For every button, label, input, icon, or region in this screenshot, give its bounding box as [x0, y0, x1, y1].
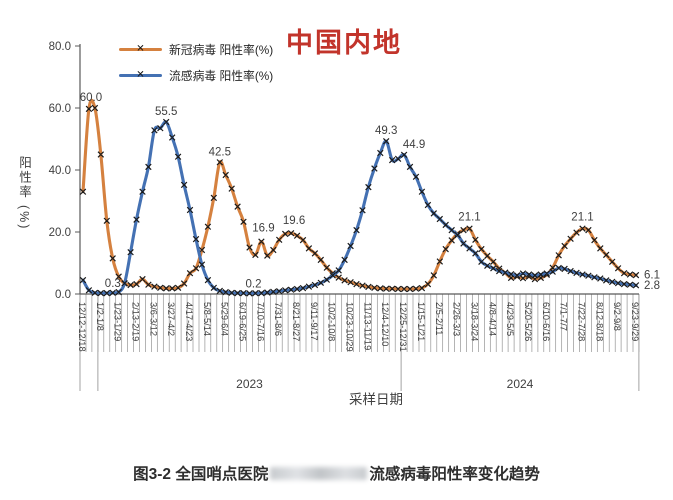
x-tick-label: 3/18-3/24	[469, 302, 479, 341]
y-tick-label: 0.0	[55, 289, 71, 301]
series-markers-1	[79, 118, 640, 297]
data-label: 21.1	[571, 212, 593, 224]
axes	[79, 44, 639, 295]
x-tick-marks	[79, 294, 640, 352]
x-axis-title: 采样日期	[349, 392, 403, 407]
data-label: 0.2	[246, 278, 262, 290]
legend-item-0: ✕ 新冠病毒 阳性率(%)	[119, 41, 273, 58]
x-tick-label: 1/23-1/29	[113, 302, 123, 341]
x-tick-label: 12/12-12/18	[77, 302, 87, 352]
x-tick-label: 12/4-12/10	[380, 302, 390, 346]
x-tick-label: 4/8-4/14	[487, 302, 497, 336]
series-line-0	[81, 98, 638, 291]
series-1	[79, 118, 640, 297]
y-tick-label: 20.0	[49, 227, 71, 239]
year-group-labels: 2023 2024	[236, 377, 534, 391]
x-tick-label: 5/8-5/14	[202, 302, 212, 336]
x-tick-label: 6/10-6/16	[541, 302, 551, 341]
y-tick-label: 40.0	[49, 165, 71, 177]
figure-caption: 图3-2 全国哨点医院 流感病毒阳性率变化趋势	[0, 462, 673, 484]
data-label: 2.8	[644, 280, 660, 292]
caption-redacted-segment	[270, 467, 368, 480]
x-tick-label: 7/10-7/16	[255, 302, 265, 341]
x-tick-label: 10/2-10/8	[327, 302, 337, 341]
x-tick-label: 7/31-8/6	[273, 302, 283, 336]
y-axis-ticks: 80.0 60.0 40.0 20.0 0.0	[49, 41, 80, 301]
x-tick-label: 5/29-6/4	[220, 302, 230, 336]
x-tick-label: 11/13-11/19	[362, 302, 372, 350]
data-label: 16.9	[252, 223, 274, 235]
x-tick-label: 2/13-2/19	[131, 302, 141, 341]
y-axis-title-text: 阳性率	[17, 156, 31, 200]
x-tick-label: 10/23-10/29	[345, 302, 355, 352]
x-marker-icon: ✕	[136, 43, 145, 55]
legend-line-swatch: ✕	[119, 44, 162, 54]
x-tick-label: 2/5-2/11	[434, 302, 444, 335]
legend: ✕ 新冠病毒 阳性率(%) ✕ 流感病毒 阳性率(%)	[119, 41, 273, 84]
x-tick-label: 9/11-9/17	[309, 302, 319, 341]
x-tick-label: 7/22-7/28	[577, 302, 587, 341]
y-tick-label: 60.0	[49, 103, 71, 115]
caption-suffix: 流感病毒阳性率变化趋势	[369, 466, 540, 483]
series-line-1	[81, 120, 638, 295]
x-tick-label: 3/6-3/12	[148, 302, 158, 336]
x-tick-label: 5/20-5/26	[523, 302, 533, 341]
data-label: 42.5	[209, 146, 231, 158]
legend-label: 流感病毒 阳性率(%)	[169, 69, 274, 83]
caption-prefix: 图3-2 全国哨点医院	[133, 466, 269, 483]
legend-line-swatch: ✕	[119, 70, 162, 80]
data-label: 21.1	[458, 212, 480, 224]
x-tick-label: 4/17-4/23	[184, 302, 194, 341]
data-label: 60.0	[80, 92, 102, 104]
x-tick-label: 12/25-12/31	[398, 302, 408, 352]
legend-item-1: ✕ 流感病毒 阳性率(%)	[119, 67, 273, 84]
x-tick-label: 3/27-4/2	[166, 302, 176, 336]
legend-label: 新冠病毒 阳性率(%)	[169, 43, 274, 57]
x-tick-label: 8/12-8/18	[594, 302, 604, 341]
x-tick-label: 9/2-9/8	[612, 302, 622, 331]
x-tick-label: 6/19-6/25	[238, 302, 248, 341]
y-tick-label: 80.0	[49, 41, 71, 53]
y-axis-title: 阳性率 (%)	[15, 156, 34, 230]
data-label: 6.1	[644, 270, 660, 282]
chart-svg: 80.0 60.0 40.0 20.0 0.0 12/12-12/18 1/2-1/8 1/2…	[49, 41, 660, 407]
x-tick-label: 1/2-1/8	[95, 302, 105, 331]
data-label: 19.6	[283, 215, 305, 227]
data-label: 49.3	[375, 125, 397, 137]
x-tick-label: 4/29-5/5	[505, 302, 515, 336]
chart-title: 中国内地	[286, 28, 402, 58]
data-label: 0.3	[105, 278, 121, 290]
year-separator-lines	[79, 294, 640, 391]
year-label: 2024	[507, 377, 534, 391]
y-axis-unit: (%)	[17, 204, 31, 231]
x-marker-icon: ✕	[136, 69, 145, 81]
data-label: 55.5	[155, 106, 177, 118]
series-0	[79, 98, 640, 293]
x-tick-labels: 12/12-12/18 1/2-1/8 1/23-1/29 2/13-2/19 3/6-…	[77, 302, 640, 352]
x-tick-label: 1/15-1/21	[416, 302, 426, 341]
x-tick-label: 2/26-3/3	[452, 302, 462, 336]
year-label: 2023	[236, 377, 263, 391]
data-label: 44.9	[403, 139, 425, 151]
x-tick-label: 8/21-8/27	[291, 302, 301, 341]
x-tick-label: 9/23-9/29	[630, 302, 640, 341]
data-labels: 60.0 0.3 55.5 42.5 0.2 16.9 19.6 49.3 44.9 21.1 21…	[80, 92, 660, 292]
x-tick-label: 7/1-7/7	[559, 302, 569, 331]
